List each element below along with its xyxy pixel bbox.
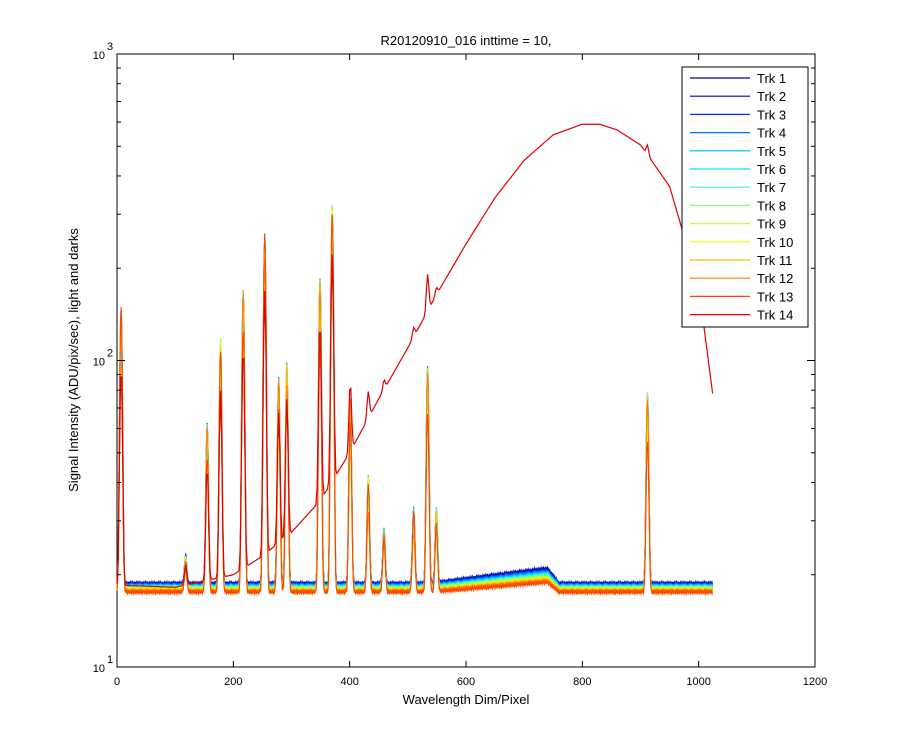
- legend-label: Trk 2: [757, 89, 786, 104]
- y-tick-base: 10: [93, 663, 105, 675]
- legend-label: Trk 9: [757, 217, 786, 232]
- legend-label: Trk 4: [757, 126, 786, 141]
- legend-label: Trk 14: [757, 308, 793, 323]
- x-tick-label: 400: [340, 676, 358, 688]
- y-tick-base: 10: [93, 357, 105, 369]
- legend-label: Trk 8: [757, 198, 786, 213]
- y-axis-label: Signal Intensity (ADU/pix/sec), light an…: [66, 228, 81, 492]
- y-tick-label: 103: [93, 41, 113, 62]
- x-axis-label: Wavelength Dim/Pixel: [403, 692, 530, 707]
- legend-label: Trk 13: [757, 289, 793, 304]
- lamp-curve-layer: [116, 123, 714, 588]
- x-tick-label: 800: [573, 676, 591, 688]
- chart-title: R20120910_016 inttime = 10,: [381, 33, 552, 48]
- legend: Trk 1 Trk 2 Trk 3 Trk 4 Trk 5 Trk 6 Trk 7 Trk 8…: [681, 66, 809, 328]
- legend-label: Trk 6: [757, 162, 786, 177]
- series-line-14: [116, 123, 714, 588]
- legend-label: Trk 1: [757, 71, 786, 86]
- legend-label: Trk 12: [757, 271, 793, 286]
- x-tick-label: 600: [457, 676, 475, 688]
- x-tick-label: 1200: [803, 676, 827, 688]
- y-tick-exponent: 2: [107, 348, 113, 360]
- legend-label: Trk 11: [757, 253, 792, 268]
- y-tick-label: 101: [93, 654, 113, 675]
- legend-label: Trk 3: [757, 107, 786, 122]
- x-tick-label: 200: [224, 676, 242, 688]
- y-tick-label: 102: [93, 348, 113, 369]
- x-tick-label: 0: [114, 676, 120, 688]
- y-tick-base: 10: [93, 50, 105, 62]
- x-tick-label: 1000: [686, 676, 710, 688]
- legend-label: Trk 5: [757, 144, 786, 159]
- legend-label: Trk 7: [757, 180, 786, 195]
- y-tick-exponent: 3: [107, 41, 113, 53]
- series-layer: [116, 205, 714, 597]
- legend-label: Trk 10: [757, 235, 793, 250]
- y-tick-exponent: 1: [107, 654, 113, 666]
- legend-box: [681, 66, 809, 328]
- series-line-13: [116, 214, 714, 597]
